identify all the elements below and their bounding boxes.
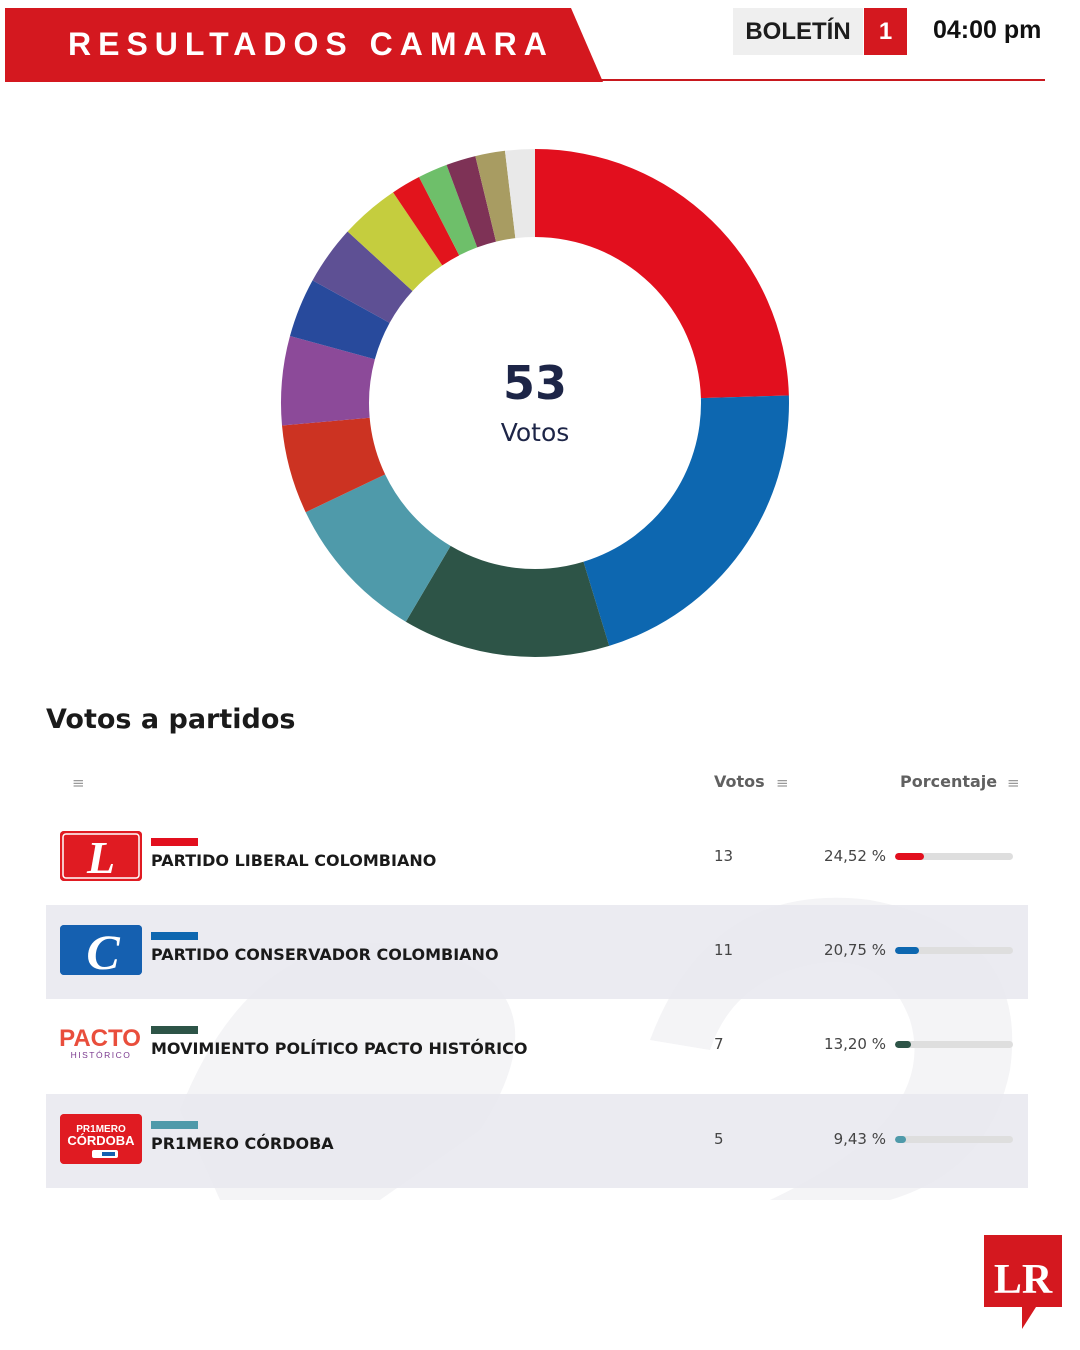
conservador-logo-letter: C bbox=[86, 925, 120, 975]
boletin-number: 1 bbox=[864, 8, 907, 55]
lr-logo-text: LR bbox=[994, 1257, 1053, 1303]
donut-slice-6[interactable] bbox=[281, 336, 375, 426]
table-row[interactable]: C PARTIDO CONSERVADOR COLOMBIANO 11 20,7… bbox=[46, 905, 1028, 999]
cordoba-logo-text: CÓRDOBA bbox=[67, 1133, 135, 1148]
primero-cordoba-logo-icon: PR1MERO CÓRDOBA bbox=[60, 1114, 142, 1164]
percentage-bar-fill bbox=[895, 853, 924, 860]
party-name: MOVIMIENTO POLÍTICO PACTO HISTÓRICO bbox=[151, 1039, 528, 1058]
party-logo-liberal: L bbox=[60, 831, 142, 881]
donut-slice-3[interactable] bbox=[405, 545, 610, 657]
percentage-bar-fill bbox=[895, 1041, 911, 1048]
percentage-bar bbox=[895, 853, 1013, 860]
percentage-bar bbox=[895, 1136, 1013, 1143]
party-name: PR1MERO CÓRDOBA bbox=[151, 1134, 334, 1153]
pacto-logo-subtext: HISTÓRICO bbox=[71, 1050, 132, 1060]
column-header-percentage-label: Porcentaje bbox=[900, 772, 998, 791]
donut-slice-12[interactable] bbox=[446, 156, 497, 248]
boletin-time: 04:00 pm bbox=[933, 16, 1042, 44]
party-percentage: 24,52 % bbox=[824, 847, 886, 865]
lr-brand-logo[interactable]: LR bbox=[984, 1235, 1062, 1331]
liberal-logo-letter: L bbox=[86, 832, 115, 881]
party-logo-primero-cordoba: PR1MERO CÓRDOBA bbox=[60, 1114, 142, 1164]
party-votes: 5 bbox=[714, 1130, 724, 1148]
donut-slice-11[interactable] bbox=[419, 164, 478, 256]
table-row[interactable]: L PARTIDO LIBERAL COLOMBIANO 13 24,52 % bbox=[46, 811, 1028, 905]
votes-column-menu-icon[interactable]: ≡ bbox=[776, 774, 789, 792]
donut-slice-9[interactable] bbox=[347, 192, 443, 291]
table-row[interactable]: PR1MERO CÓRDOBA PR1MERO CÓRDOBA 5 9,43 % bbox=[46, 1094, 1028, 1188]
conservador-c-icon: C bbox=[60, 925, 142, 975]
donut-slice-4[interactable] bbox=[305, 474, 451, 622]
donut-slice-13[interactable] bbox=[475, 150, 516, 242]
percentage-bar bbox=[895, 947, 1013, 954]
party-votes: 7 bbox=[714, 1035, 724, 1053]
donut-slice-5[interactable] bbox=[282, 417, 386, 513]
percentage-bar bbox=[895, 1041, 1013, 1048]
header-banner bbox=[5, 8, 605, 82]
header-banner-shape bbox=[5, 8, 603, 82]
pacto-logo-text: PACTO bbox=[60, 1025, 141, 1052]
column-header-votes[interactable]: Votos bbox=[714, 772, 765, 791]
party-percentage: 9,43 % bbox=[833, 1130, 886, 1148]
liberal-l-icon: L bbox=[60, 831, 142, 881]
table-row[interactable]: PACTO HISTÓRICO MOVIMIENTO POLÍTICO PACT… bbox=[46, 999, 1028, 1093]
donut-total-label: Votos bbox=[500, 418, 570, 447]
party-color-swatch bbox=[151, 1121, 198, 1129]
donut-total-votes: 53 bbox=[502, 356, 567, 410]
votes-donut-chart bbox=[281, 149, 789, 657]
percentage-bar-fill bbox=[895, 947, 920, 954]
party-name: PARTIDO LIBERAL COLOMBIANO bbox=[151, 851, 437, 870]
party-votes: 11 bbox=[714, 941, 734, 959]
donut-slice-14[interactable] bbox=[504, 149, 535, 239]
percentage-column-menu-icon[interactable]: ≡ bbox=[1007, 774, 1020, 792]
donut-slice-10[interactable] bbox=[393, 177, 460, 266]
party-name: PARTIDO CONSERVADOR COLOMBIANO bbox=[151, 945, 499, 964]
page-title: RESULTADOS CAMARA bbox=[68, 26, 554, 62]
donut-slice-7[interactable] bbox=[289, 280, 390, 360]
donut-slice-1[interactable] bbox=[535, 149, 789, 399]
percentage-bar-fill bbox=[895, 1136, 907, 1143]
column-header-votes-label: Votos bbox=[714, 772, 765, 791]
donut-slice-2[interactable] bbox=[583, 395, 789, 646]
donut-slice-8[interactable] bbox=[312, 231, 413, 323]
column-header-percentage[interactable]: Porcentaje bbox=[900, 772, 997, 791]
party-logo-pacto: PACTO HISTÓRICO bbox=[60, 1019, 142, 1069]
party-color-swatch bbox=[151, 1026, 198, 1034]
table-title: Votos a partidos bbox=[46, 704, 296, 735]
party-logo-conservador: C bbox=[60, 925, 142, 975]
boletin-label: BOLETÍN bbox=[733, 8, 863, 55]
hamburger-icon[interactable]: ≡ bbox=[72, 774, 85, 792]
primero-logo-text: PR1MERO bbox=[76, 1124, 126, 1135]
header-divider bbox=[600, 79, 1045, 81]
party-votes: 13 bbox=[714, 847, 734, 865]
party-percentage: 20,75 % bbox=[824, 941, 886, 959]
party-color-swatch bbox=[151, 932, 198, 940]
party-percentage: 13,20 % bbox=[824, 1035, 886, 1053]
party-color-swatch bbox=[151, 838, 198, 846]
pacto-logo-icon: PACTO HISTÓRICO bbox=[60, 1025, 141, 1060]
